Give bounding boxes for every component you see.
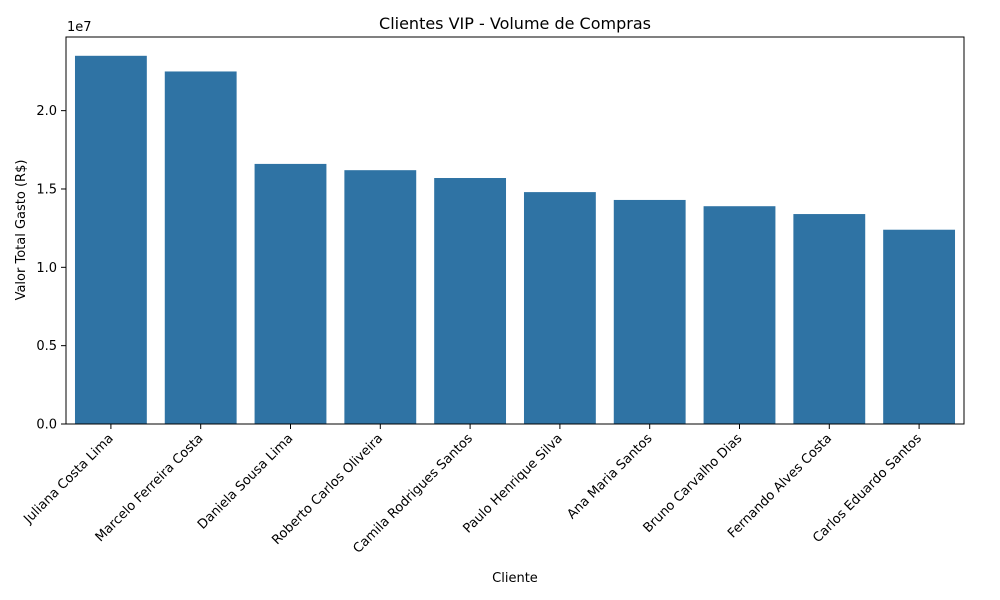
- y-tick-label: 0.5: [36, 339, 57, 354]
- bar: [613, 199, 686, 424]
- plot-frame: [65, 36, 965, 425]
- bar: [344, 170, 417, 424]
- bars-group: [74, 55, 956, 425]
- bar: [254, 163, 327, 424]
- bar: [164, 71, 237, 424]
- y-tick-label: 0.0: [36, 418, 57, 433]
- y-tick-label: 2.0: [36, 104, 57, 119]
- y-tick-label: 1.5: [36, 182, 57, 197]
- bar: [434, 178, 507, 424]
- chart-title: Clientes VIP - Volume de Compras: [379, 14, 651, 33]
- y-axis-label: Valor Total Gasto (R$): [14, 160, 29, 301]
- y-tick-label: 1.0: [36, 261, 57, 276]
- y-axis-ticks: 0.0 0.5 1.0 1.5 2.0: [36, 104, 66, 433]
- bar: [793, 214, 866, 424]
- y-axis-offset-label: 1e7: [67, 20, 92, 35]
- bar: [74, 55, 147, 425]
- bar: [523, 192, 596, 424]
- bar: [883, 229, 956, 424]
- bar: [703, 206, 776, 424]
- x-axis-label: Cliente: [492, 571, 538, 586]
